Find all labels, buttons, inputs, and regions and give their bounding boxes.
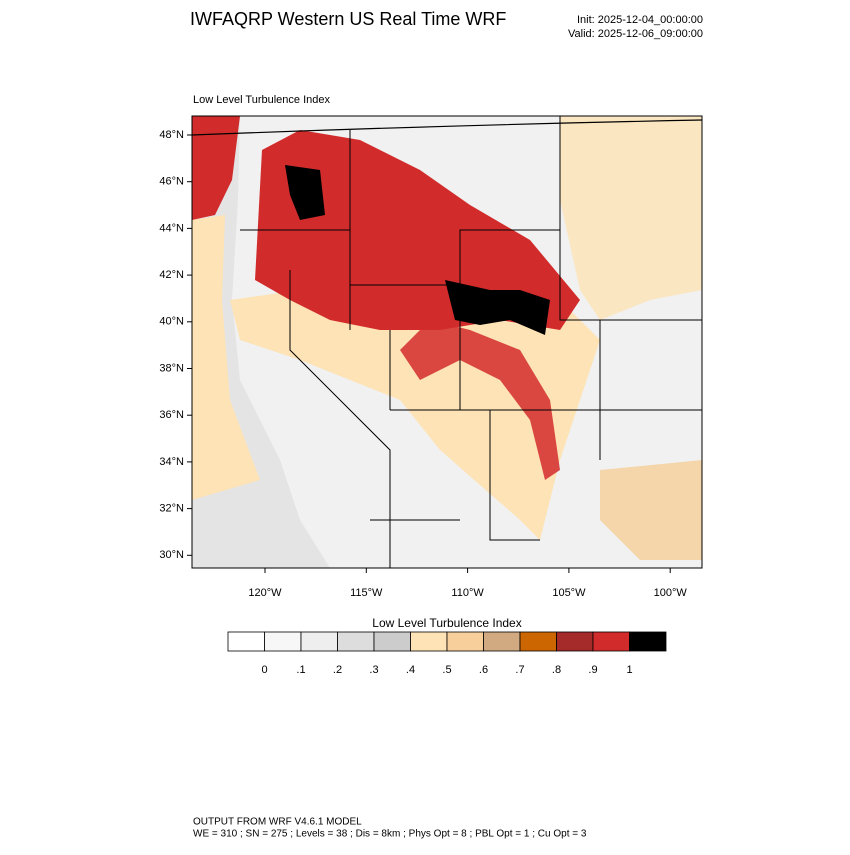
- lat-label: 40°N: [159, 316, 184, 328]
- colorbar-box: [373, 631, 411, 652]
- footer-line: OUTPUT FROM WRF V4.6.1 MODEL: [193, 817, 362, 828]
- lat-label: 46°N: [159, 176, 184, 188]
- lat-label: 36°N: [159, 409, 184, 421]
- colorbar-label: .6: [479, 664, 488, 676]
- colorbar-label: .2: [333, 664, 342, 676]
- colorbar: 0 .1 .2 .3 .4 .5 .6 .7 .8 .9 1: [227, 631, 667, 676]
- title: IWFAQRP Western US Real Time WRF: [190, 9, 506, 29]
- footer-line: WE = 310 ; SN = 275 ; Levels = 38 ; Dis …: [193, 829, 587, 840]
- lat-labels: 48°N 46°N 44°N 42°N 40°N 38°N 36°N 34°N 32°N 30°N: [159, 129, 192, 561]
- init-time: Init: 2025-12-04_00:00:00: [577, 14, 703, 26]
- high-turbulence: [255, 130, 580, 330]
- colorbar-label: .3: [369, 664, 378, 676]
- extreme-turbulence: [285, 165, 325, 220]
- colorbar-box: [337, 631, 375, 652]
- lat-label: 44°N: [159, 222, 184, 234]
- lat-label: 32°N: [159, 503, 184, 515]
- plains-low: [560, 116, 702, 320]
- colorbar-box: [629, 631, 667, 652]
- colorbar-box: [227, 631, 265, 652]
- colorbar-box: [264, 631, 302, 652]
- colorbar-label: .7: [515, 664, 524, 676]
- lon-labels: 120°W 115°W 110°W 105°W 100°W: [248, 568, 687, 599]
- lon-label: 100°W: [654, 587, 688, 599]
- colorbar-label: .9: [588, 664, 597, 676]
- colorbar-label: .5: [442, 664, 451, 676]
- lon-label: 110°W: [451, 587, 484, 599]
- map: [192, 116, 702, 568]
- ocean-high: [192, 116, 240, 220]
- colorbar-box: [556, 631, 594, 652]
- lat-label: 34°N: [159, 456, 184, 468]
- map-frame: [191, 115, 703, 569]
- extreme-turbulence: [445, 280, 550, 335]
- lat-label: 48°N: [159, 129, 184, 141]
- lon-label: 120°W: [248, 587, 282, 599]
- lon-label: 115°W: [350, 587, 383, 599]
- colorbar-label: .1: [296, 664, 305, 676]
- lat-label: 42°N: [159, 269, 184, 281]
- lon-label: 105°W: [552, 587, 586, 599]
- colorbar-label: 1: [626, 664, 632, 676]
- colorbar-box: [483, 631, 521, 652]
- valid-time: Valid: 2025-12-06_09:00:00: [568, 28, 703, 40]
- lat-label: 38°N: [159, 362, 184, 374]
- colorbar-box: [446, 631, 484, 652]
- colorbar-label: .8: [552, 664, 561, 676]
- colorbar-box: [410, 631, 448, 652]
- state-borders: [192, 116, 702, 568]
- colorbar-box: [300, 631, 338, 652]
- colorbar-title: Low Level Turbulence Index: [372, 616, 521, 630]
- colorbar-box: [592, 631, 630, 652]
- colorbar-box: [519, 631, 557, 652]
- map-subtitle: Low Level Turbulence Index: [193, 94, 330, 106]
- ocean-low: [192, 215, 260, 500]
- high-turbulence-south: [400, 320, 560, 480]
- colorbar-label: 0: [261, 664, 267, 676]
- lat-label: 30°N: [159, 549, 184, 561]
- texas-low: [600, 460, 702, 560]
- colorbar-label: .4: [406, 664, 415, 676]
